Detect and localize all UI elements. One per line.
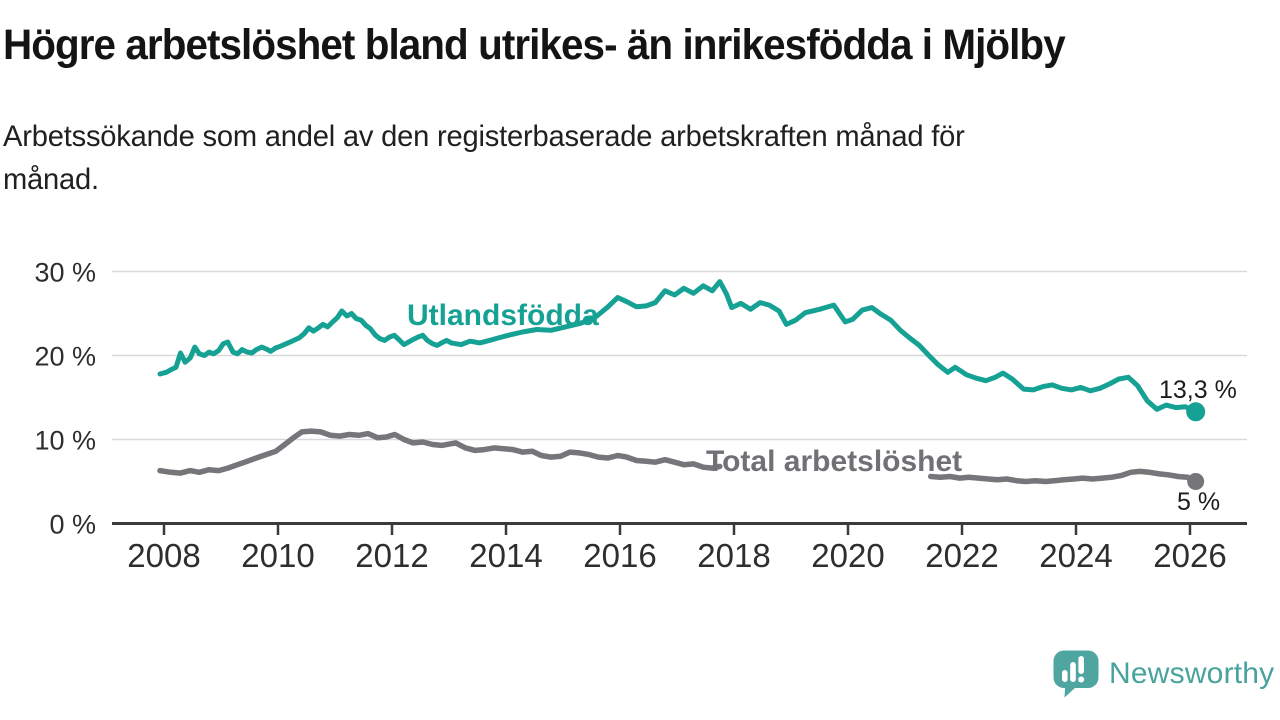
end-dot-utlandsfodda xyxy=(1186,402,1206,422)
x-tick-label: 2022 xyxy=(925,537,998,574)
x-tick-label: 2012 xyxy=(355,537,428,574)
x-tick-label: 2026 xyxy=(1153,537,1226,574)
newsworthy-wordmark: Newsworthy xyxy=(1109,657,1275,690)
subtitle-line-1: Arbetssökande som andel av den registerb… xyxy=(3,120,965,153)
newsworthy-logo-icon xyxy=(1053,650,1099,698)
y-tick-label: 0 % xyxy=(49,510,96,540)
x-tick-label: 2024 xyxy=(1039,537,1112,574)
x-tick-label: 2016 xyxy=(583,537,656,574)
series-label-total-arbetsloshet: Total arbetslöshet xyxy=(706,445,963,478)
page-title: Högre arbetslöshet bland utrikes- än inr… xyxy=(3,21,1066,69)
x-tick-label: 2020 xyxy=(811,537,884,574)
subtitle-line-2: månad. xyxy=(3,163,99,196)
bar-small xyxy=(1062,670,1068,682)
y-tick-label: 20 % xyxy=(34,342,96,372)
y-tick-label: 30 % xyxy=(34,258,96,288)
exclamation-bar xyxy=(1078,656,1084,674)
newsworthy-logo: Newsworthy xyxy=(1053,650,1274,698)
series-line-utlandsfodda xyxy=(157,279,1199,415)
x-tick-label: 2010 xyxy=(241,537,314,574)
series-label-utlandsfodda: Utlandsfödda xyxy=(407,299,599,332)
x-tick-label: 2014 xyxy=(469,537,542,574)
bar-tall xyxy=(1070,662,1076,682)
x-tick-label: 2018 xyxy=(697,537,770,574)
series-line-total xyxy=(927,468,1199,485)
speech-bubble-shape xyxy=(1053,650,1099,698)
y-tick-label: 10 % xyxy=(34,426,96,456)
end-value-label-total: 5 % xyxy=(1177,488,1221,516)
x-tick-label: 2008 xyxy=(127,537,200,574)
series-line-total xyxy=(157,428,723,476)
exclamation-dot xyxy=(1078,676,1085,683)
end-dot-total xyxy=(1187,473,1205,490)
end-value-label-utlandsfodda: 13,3 % xyxy=(1159,376,1237,404)
